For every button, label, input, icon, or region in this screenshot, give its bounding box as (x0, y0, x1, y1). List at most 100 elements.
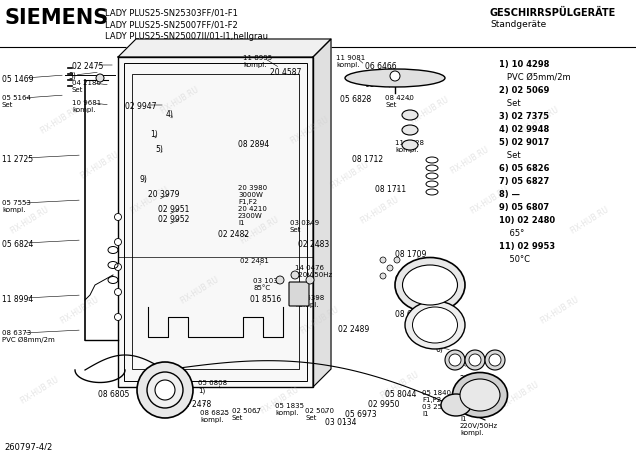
Text: 01 8516: 01 8516 (250, 295, 281, 304)
Text: FIX-HUB.RU: FIX-HUB.RU (329, 160, 371, 190)
Text: 20 3980
3000W
F1,F2
20 4210
2300W
I1: 20 3980 3000W F1,F2 20 4210 2300W I1 (238, 185, 267, 226)
Text: FIX-HUB.RU: FIX-HUB.RU (39, 104, 81, 135)
Text: 6) 05 6826: 6) 05 6826 (499, 164, 550, 173)
Circle shape (114, 213, 121, 220)
Text: FIX-HUB.RU: FIX-HUB.RU (469, 184, 511, 216)
Circle shape (96, 74, 104, 82)
Text: 02 9952: 02 9952 (158, 215, 190, 224)
Text: 9) 05 6807: 9) 05 6807 (499, 203, 549, 212)
Text: 4) 02 9948: 4) 02 9948 (499, 125, 550, 134)
Text: 05 6232: 05 6232 (365, 80, 396, 89)
Text: 14 0501
F1,F2
14 0558
I1
220V/50Hz
kompl.: 14 0501 F1,F2 14 0558 I1 220V/50Hz kompl… (460, 395, 498, 436)
Text: 2) 02 5069: 2) 02 5069 (499, 86, 550, 95)
Circle shape (276, 276, 284, 284)
Text: 03 0349
Set: 03 0349 Set (290, 220, 319, 233)
Ellipse shape (413, 307, 457, 343)
Circle shape (485, 350, 505, 370)
Text: 11 8995
kompl.: 11 8995 kompl. (243, 55, 272, 68)
Text: FIX-HUB.RU: FIX-HUB.RU (159, 85, 201, 116)
Text: 20 3979: 20 3979 (148, 190, 179, 199)
Text: LADY PLUS25-SN25007FF/01-F2: LADY PLUS25-SN25007FF/01-F2 (105, 20, 238, 29)
Text: 02 2481: 02 2481 (240, 258, 269, 264)
Circle shape (380, 257, 386, 263)
Ellipse shape (460, 379, 500, 411)
Text: 02 5070
Set: 02 5070 Set (305, 408, 334, 421)
Circle shape (469, 354, 481, 366)
Text: 08 1712: 08 1712 (352, 155, 383, 164)
Text: 08 6398
kompl.: 08 6398 kompl. (295, 295, 324, 308)
Text: 1): 1) (150, 130, 158, 139)
Text: 260797-4/2: 260797-4/2 (4, 442, 52, 450)
Text: LADY PLUS25-SN25007II/01-I1,hellgrau: LADY PLUS25-SN25007II/01-I1,hellgrau (105, 32, 268, 41)
Text: 02 9950: 02 9950 (368, 400, 399, 409)
Text: 08 2894: 08 2894 (238, 140, 269, 149)
Text: FIX-HUB.RU: FIX-HUB.RU (359, 194, 401, 225)
Circle shape (291, 271, 299, 279)
Text: 02 2482: 02 2482 (218, 230, 249, 239)
Text: FIX-HUB.RU: FIX-HUB.RU (129, 184, 171, 216)
Text: 11 2728
kompl.: 11 2728 kompl. (395, 140, 424, 153)
Text: 7) 05 6827: 7) 05 6827 (499, 177, 550, 186)
Text: FIX-HUB.RU: FIX-HUB.RU (519, 104, 561, 135)
Text: FIX-HUB.RU: FIX-HUB.RU (379, 369, 421, 400)
Circle shape (387, 265, 393, 271)
Text: FIX-HUB.RU: FIX-HUB.RU (499, 379, 541, 410)
Text: 05 5164
Set: 05 5164 Set (2, 95, 31, 108)
Text: 08 6805: 08 6805 (98, 390, 129, 399)
Circle shape (445, 350, 465, 370)
Text: FIX-HUB.RU: FIX-HUB.RU (539, 295, 581, 325)
Text: 08 1709: 08 1709 (395, 250, 426, 259)
Text: 3) 02 7375: 3) 02 7375 (499, 112, 549, 121)
Text: FIX-HUB.RU: FIX-HUB.RU (409, 94, 451, 126)
Text: 65°: 65° (499, 229, 524, 238)
Text: 50°C: 50°C (499, 255, 530, 264)
Text: 11 2725: 11 2725 (2, 155, 33, 164)
Circle shape (449, 354, 461, 366)
Circle shape (465, 350, 485, 370)
Circle shape (114, 238, 121, 246)
Text: 05 8044: 05 8044 (385, 390, 417, 399)
Text: 9): 9) (140, 175, 148, 184)
Ellipse shape (402, 110, 418, 120)
Text: 1) 10 4298: 1) 10 4298 (499, 60, 550, 69)
Text: 5): 5) (155, 145, 163, 154)
Ellipse shape (402, 140, 418, 150)
Text: 02 5067
Set: 02 5067 Set (232, 408, 261, 421)
Ellipse shape (345, 69, 445, 87)
Text: 05 6973: 05 6973 (345, 410, 377, 419)
Text: 02 2475: 02 2475 (72, 62, 104, 71)
Text: 08 4240
Set: 08 4240 Set (385, 95, 414, 108)
Text: 05 7553
kompl.: 05 7553 kompl. (2, 200, 31, 213)
Text: 05 6828: 05 6828 (340, 95, 371, 104)
Text: PVC Ø5mm/2m: PVC Ø5mm/2m (499, 73, 570, 82)
Text: 10) 02 2480: 10) 02 2480 (499, 216, 555, 225)
Text: LADY PLUS25-SN25303FF/01-F1: LADY PLUS25-SN25303FF/01-F1 (105, 8, 238, 17)
Ellipse shape (405, 301, 465, 349)
Text: 08 6373
PVC Ø8mm/2m: 08 6373 PVC Ø8mm/2m (2, 330, 55, 343)
Text: 11) 02 9953: 11) 02 9953 (499, 242, 555, 251)
Circle shape (137, 362, 193, 418)
Text: FIX-HUB.RU: FIX-HUB.RU (449, 144, 491, 176)
Ellipse shape (452, 373, 508, 418)
Text: 02 9947: 02 9947 (125, 102, 156, 111)
Text: 20 4587: 20 4587 (270, 68, 301, 77)
Text: FIX-HUB.RU: FIX-HUB.RU (19, 374, 61, 405)
Text: 05 6824: 05 6824 (2, 240, 33, 249)
Text: 08 6399: 08 6399 (395, 310, 427, 319)
Text: 10 9681
kompl.: 10 9681 kompl. (72, 100, 101, 113)
Text: 11 9081
kompl.: 11 9081 kompl. (336, 55, 365, 68)
Text: 5) 02 9017: 5) 02 9017 (499, 138, 550, 147)
Text: 8) —: 8) — (499, 190, 520, 199)
FancyBboxPatch shape (289, 282, 309, 306)
Text: SIEMENS: SIEMENS (5, 8, 109, 28)
Text: 08 1711: 08 1711 (375, 185, 406, 194)
Ellipse shape (403, 265, 457, 305)
Text: 02 2489: 02 2489 (338, 325, 370, 334)
Circle shape (390, 71, 400, 81)
Ellipse shape (395, 257, 465, 312)
Text: Set: Set (499, 151, 521, 160)
Text: 7): 7) (455, 360, 463, 369)
Text: 05 6809
05 7192: 05 6809 05 7192 (162, 385, 191, 398)
Text: FIX-HUB.RU: FIX-HUB.RU (179, 274, 221, 306)
Text: 3): 3) (68, 72, 76, 81)
